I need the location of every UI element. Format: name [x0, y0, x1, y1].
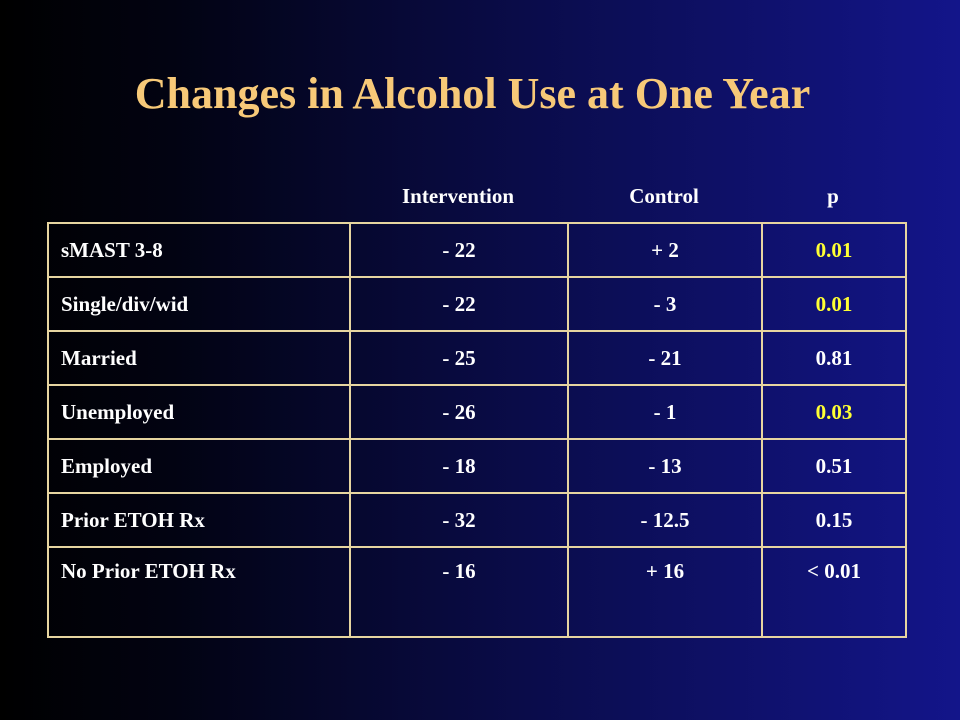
column-header-control: Control: [629, 184, 699, 208]
p-value: 0.01: [761, 276, 907, 332]
table-row: Married - 25 - 21 0.81: [47, 330, 907, 386]
p-value: 0.51: [761, 438, 907, 494]
control-value: - 12.5: [567, 492, 763, 548]
p-value: < 0.01: [761, 546, 907, 638]
row-label: No Prior ETOH Rx: [47, 546, 351, 638]
row-label: Prior ETOH Rx: [47, 492, 351, 548]
p-value: 0.03: [761, 384, 907, 440]
p-value: 0.01: [761, 222, 907, 278]
control-value: - 13: [567, 438, 763, 494]
control-value: + 2: [567, 222, 763, 278]
intervention-value: - 22: [349, 276, 569, 332]
table-row: Single/div/wid - 22 - 3 0.01: [47, 276, 907, 332]
results-table: sMAST 3-8 - 22 + 2 0.01 Single/div/wid -…: [47, 222, 907, 638]
intervention-value: - 16: [349, 546, 569, 638]
row-label: Unemployed: [47, 384, 351, 440]
intervention-value: - 25: [349, 330, 569, 386]
slide-title: Changes in Alcohol Use at One Year: [134, 69, 811, 118]
control-value: - 3: [567, 276, 763, 332]
table-row: Prior ETOH Rx - 32 - 12.5 0.15: [47, 492, 907, 548]
intervention-value: - 18: [349, 438, 569, 494]
control-value: - 1: [567, 384, 763, 440]
control-value: + 16: [567, 546, 763, 638]
column-header-p: p: [827, 184, 839, 208]
intervention-value: - 22: [349, 222, 569, 278]
row-label: sMAST 3-8: [47, 222, 351, 278]
column-header-intervention: Intervention: [402, 184, 514, 208]
table-row: No Prior ETOH Rx - 16 + 16 < 0.01: [47, 546, 907, 638]
row-label: Single/div/wid: [47, 276, 351, 332]
intervention-value: - 26: [349, 384, 569, 440]
p-value: 0.15: [761, 492, 907, 548]
table-row: Employed - 18 - 13 0.51: [47, 438, 907, 494]
row-label: Employed: [47, 438, 351, 494]
control-value: - 21: [567, 330, 763, 386]
table-row: Unemployed - 26 - 1 0.03: [47, 384, 907, 440]
table-row: sMAST 3-8 - 22 + 2 0.01: [47, 222, 907, 278]
p-value: 0.81: [761, 330, 907, 386]
row-label: Married: [47, 330, 351, 386]
intervention-value: - 32: [349, 492, 569, 548]
